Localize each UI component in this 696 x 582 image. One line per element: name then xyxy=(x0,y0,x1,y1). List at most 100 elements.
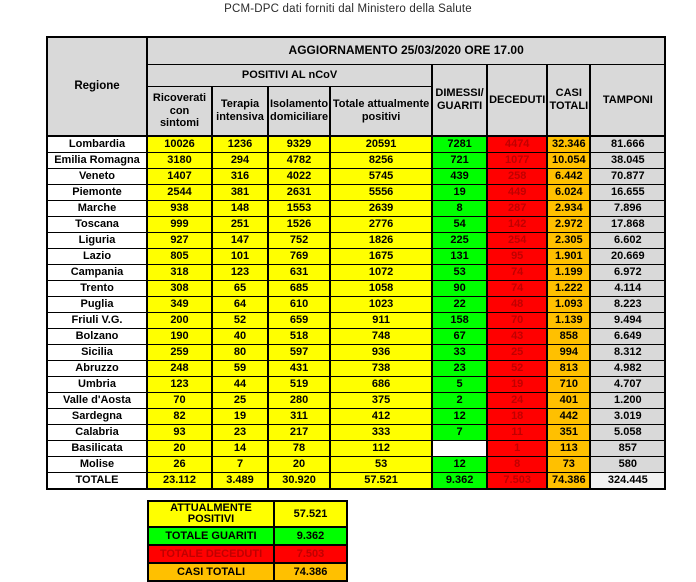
cell-deceduti: 70 xyxy=(486,312,548,329)
cell-casi-totali: 2.934 xyxy=(546,200,591,217)
table-row: Lazio 805 101 769 1675 131 95 1.901 20.669 xyxy=(46,248,666,265)
column-header-terapia-intensiva: Terapia intensiva xyxy=(211,86,268,136)
cell-dimessi-guariti: 33 xyxy=(431,344,488,361)
column-header-isolamento: Isolamento domiciliare xyxy=(266,86,331,136)
cell-casi-totali: 813 xyxy=(546,360,591,377)
cell-casi-totali: 401 xyxy=(546,392,591,409)
cell-region: Piemonte xyxy=(46,184,147,201)
table-row: Abruzzo 248 59 431 738 23 52 813 4.982 xyxy=(46,360,666,377)
cell-casi-totali: 2.305 xyxy=(546,232,591,249)
summary-label: CASI TOTALI xyxy=(147,562,275,582)
cell-region: Campania xyxy=(46,264,147,281)
cell-deceduti: 24 xyxy=(486,392,548,409)
cell-tamponi: 38.045 xyxy=(589,152,666,169)
cell-tamponi: 1.200 xyxy=(589,392,666,409)
cell-terapia-intensiva: 294 xyxy=(211,152,268,169)
cell-isolamento-domiciliare: 769 xyxy=(266,248,331,265)
cell-isolamento-domiciliare: 659 xyxy=(266,312,331,329)
cell-totale-attualmente-positivi: 911 xyxy=(329,312,433,329)
cell-tamponi: 857 xyxy=(589,440,666,457)
summary-label: ATTUALMENTE POSITIVI xyxy=(147,500,275,528)
column-header-casi-totali: CASI TOTALI xyxy=(546,64,591,136)
column-header-regione: Regione xyxy=(46,36,147,136)
cell-ricoverati-con-sintomi: 26 xyxy=(146,456,212,473)
column-header-deceduti: DECEDUTI xyxy=(486,64,548,136)
cell-isolamento-domiciliare: 20 xyxy=(266,456,331,473)
cell-isolamento-domiciliare: 752 xyxy=(266,232,331,249)
cell-ricoverati-con-sintomi: 20 xyxy=(146,440,212,457)
cell-ricoverati-con-sintomi: 248 xyxy=(146,360,212,377)
cell-region: Lombardia xyxy=(46,135,147,153)
cell-isolamento-domiciliare: 78 xyxy=(266,440,331,457)
cell-dimessi-guariti: 67 xyxy=(431,328,488,345)
cell-deceduti: 1077 xyxy=(486,152,548,169)
summary-label: TOTALE GUARITI xyxy=(147,526,275,546)
cell-totale-attualmente-positivi: 53 xyxy=(329,456,433,473)
cell-dimessi-guariti xyxy=(431,440,488,457)
table-row: Umbria 123 44 519 686 5 19 710 4.707 xyxy=(46,376,666,393)
cell-deceduti: 258 xyxy=(486,168,548,185)
table-row: Campania 318 123 631 1072 53 74 1.199 6.972 xyxy=(46,264,666,281)
cell-deceduti: 18 xyxy=(486,408,548,425)
cell-terapia-intensiva: 40 xyxy=(211,328,268,345)
cell-tamponi: 17.868 xyxy=(589,216,666,233)
cell-isolamento-domiciliare: 4782 xyxy=(266,152,331,169)
cell-terapia-intensiva: 316 xyxy=(211,168,268,185)
summary-table: ATTUALMENTE POSITIVI 57.521 TOTALE GUARI… xyxy=(147,500,348,582)
update-header: AGGIORNAMENTO 25/03/2020 ORE 17.00 xyxy=(145,36,666,65)
cell-totale-attualmente-positivi: 1675 xyxy=(329,248,433,265)
cell-deceduti: 287 xyxy=(486,200,548,217)
cell-totale-attualmente-positivi: 57.521 xyxy=(329,472,433,489)
cell-dimessi-guariti: 90 xyxy=(431,280,488,297)
cell-terapia-intensiva: 1236 xyxy=(211,135,268,153)
summary-label: TOTALE DECEDUTI xyxy=(147,544,275,564)
summary-row-attualmente-positivi: ATTUALMENTE POSITIVI 57.521 xyxy=(147,500,348,528)
cell-deceduti: 4474 xyxy=(486,135,548,153)
cell-totale-attualmente-positivi: 375 xyxy=(329,392,433,409)
cell-casi-totali: 710 xyxy=(546,376,591,393)
cell-ricoverati-con-sintomi: 1407 xyxy=(146,168,212,185)
cell-isolamento-domiciliare: 1553 xyxy=(266,200,331,217)
cell-ricoverati-con-sintomi: 349 xyxy=(146,296,212,313)
column-header-ricoverati: Ricoverati con sintomi xyxy=(146,86,212,136)
cell-ricoverati-con-sintomi: 123 xyxy=(146,376,212,393)
cell-dimessi-guariti: 5 xyxy=(431,376,488,393)
cell-deceduti: 48 xyxy=(486,296,548,313)
cell-tamponi: 8.312 xyxy=(589,344,666,361)
cell-region: Valle d'Aosta xyxy=(46,392,147,409)
cell-terapia-intensiva: 14 xyxy=(211,440,268,457)
cell-totale-attualmente-positivi: 2639 xyxy=(329,200,433,217)
cell-isolamento-domiciliare: 4022 xyxy=(266,168,331,185)
cell-dimessi-guariti: 7 xyxy=(431,424,488,441)
cell-region: Marche xyxy=(46,200,147,217)
table-row: Valle d'Aosta 70 25 280 375 2 24 401 1.200 xyxy=(46,392,666,409)
cell-terapia-intensiva: 25 xyxy=(211,392,268,409)
cell-terapia-intensiva: 80 xyxy=(211,344,268,361)
cell-terapia-intensiva: 7 xyxy=(211,456,268,473)
cell-tamponi: 70.877 xyxy=(589,168,666,185)
cell-tamponi: 6.649 xyxy=(589,328,666,345)
cell-deceduti: 254 xyxy=(486,232,548,249)
cell-deceduti: 19 xyxy=(486,376,548,393)
cell-isolamento-domiciliare: 30.920 xyxy=(266,472,331,489)
cell-terapia-intensiva: 147 xyxy=(211,232,268,249)
cell-dimessi-guariti: 2 xyxy=(431,392,488,409)
cell-totale-attualmente-positivi: 748 xyxy=(329,328,433,345)
cell-totale-attualmente-positivi: 412 xyxy=(329,408,433,425)
cell-tamponi: 9.494 xyxy=(589,312,666,329)
cell-region: TOTALE xyxy=(46,472,147,489)
cell-deceduti: 25 xyxy=(486,344,548,361)
cell-dimessi-guariti: 225 xyxy=(431,232,488,249)
cell-deceduti: 74 xyxy=(486,264,548,281)
cell-terapia-intensiva: 44 xyxy=(211,376,268,393)
cell-totale-attualmente-positivi: 5745 xyxy=(329,168,433,185)
cell-tamponi: 20.669 xyxy=(589,248,666,265)
cell-terapia-intensiva: 19 xyxy=(211,408,268,425)
cell-ricoverati-con-sintomi: 200 xyxy=(146,312,212,329)
table-row: Molise 26 7 20 53 12 8 73 580 xyxy=(46,456,666,473)
cell-isolamento-domiciliare: 631 xyxy=(266,264,331,281)
cell-dimessi-guariti: 9.362 xyxy=(431,472,488,489)
table-row: Sicilia 259 80 597 936 33 25 994 8.312 xyxy=(46,344,666,361)
cell-isolamento-domiciliare: 685 xyxy=(266,280,331,297)
cell-dimessi-guariti: 721 xyxy=(431,152,488,169)
